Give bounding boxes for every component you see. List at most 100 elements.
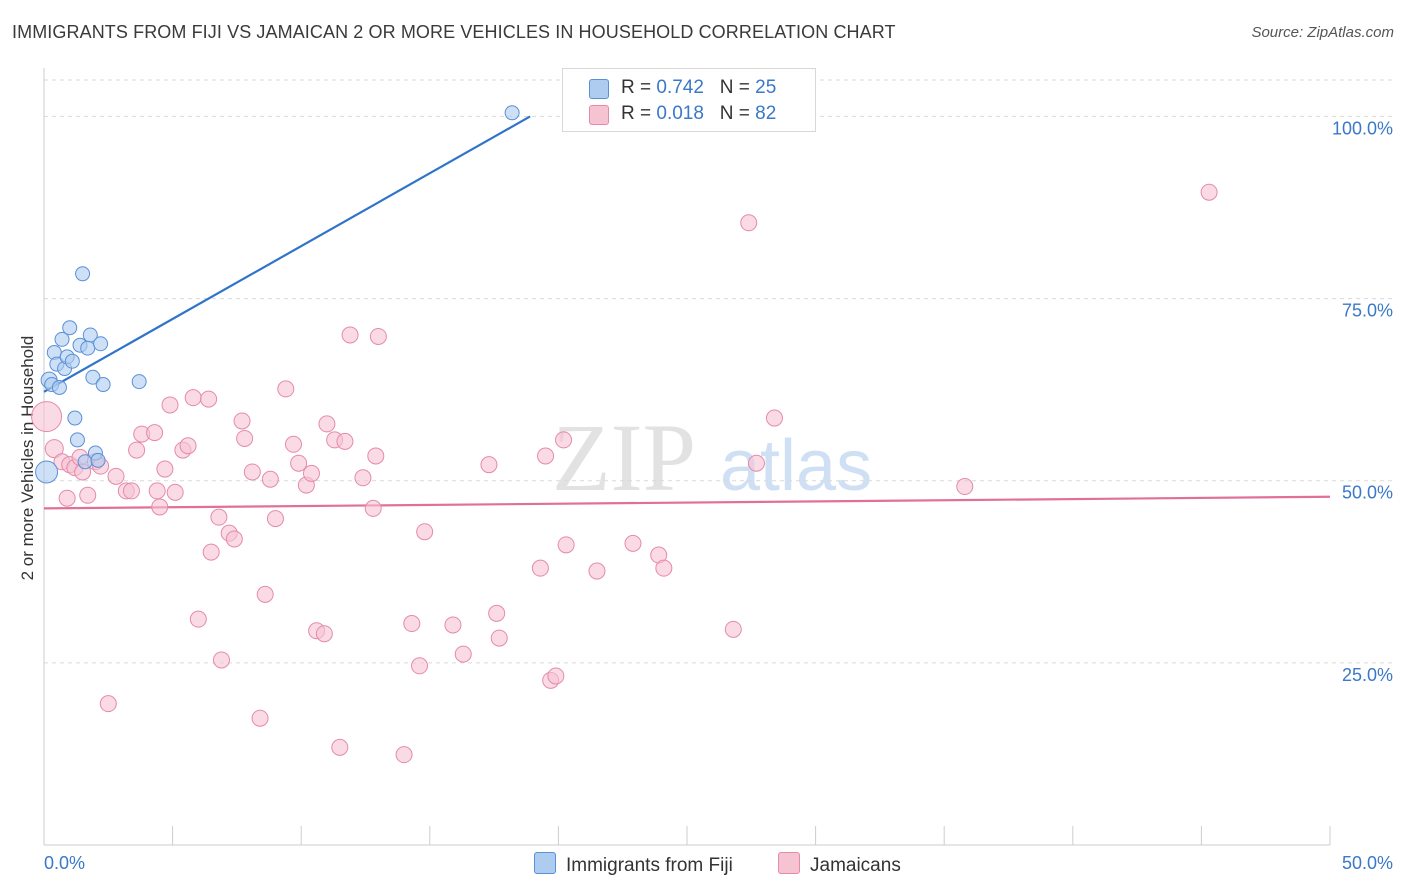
jamaican-point	[537, 447, 555, 465]
jamaican-point	[547, 667, 565, 685]
jamaican-point	[302, 464, 320, 482]
jamaican-point	[256, 585, 274, 603]
jamaican-point	[212, 651, 230, 669]
legend-swatch-fiji	[589, 79, 609, 99]
jamaican-point	[416, 523, 434, 541]
jamaican-point	[31, 401, 63, 433]
fiji-point	[82, 327, 98, 343]
jamaican-point	[395, 746, 413, 764]
tick-labels: 25.0% 50.0% 75.0% 100.0% 0.0% 50.0%	[44, 118, 1393, 873]
jamaican-point	[341, 326, 359, 344]
fiji-point	[69, 432, 85, 448]
jamaican-point	[284, 435, 302, 453]
jamaican-point	[411, 657, 429, 675]
jamaican-point	[444, 616, 462, 634]
fiji-trend-line	[43, 115, 531, 393]
legend-n-value: 25	[755, 77, 777, 98]
jamaican-point	[364, 499, 382, 517]
jamaican-point	[956, 478, 974, 496]
fiji-point	[62, 320, 78, 336]
legend-text-jamaicans: R = 0.018 N = 82	[621, 103, 776, 125]
y-tick-label: 50.0%	[1342, 483, 1393, 503]
jamaican-point	[166, 483, 184, 501]
jamaican-point	[765, 409, 783, 427]
legend-text-fiji: R = 0.742 N = 25	[621, 77, 776, 99]
x-tick-label: 0.0%	[44, 853, 85, 873]
jamaican-point	[225, 530, 243, 548]
jamaican-point	[624, 534, 642, 552]
fiji-point	[95, 377, 111, 393]
jamaican-point	[151, 498, 169, 516]
jamaican-point	[331, 738, 349, 756]
jamaican-point	[161, 396, 179, 414]
legend-r-value: 0.742	[656, 77, 704, 98]
jamaican-point	[555, 431, 573, 449]
fiji-point	[54, 331, 70, 347]
fiji-point	[80, 340, 96, 356]
legend-r-label: R =	[621, 103, 657, 124]
jamaican-point	[79, 486, 97, 504]
jamaican-trend-line	[43, 495, 1331, 510]
y-tick-label: 25.0%	[1342, 665, 1393, 685]
bottom-legend-jamaicans: Jamaicans	[778, 852, 901, 877]
jamaican-point	[490, 629, 508, 647]
jamaican-point	[531, 559, 549, 577]
jamaican-point	[58, 489, 76, 507]
jamaican-point	[202, 543, 220, 561]
fiji-point	[35, 460, 59, 484]
jamaican-point	[122, 482, 140, 500]
jamaican-point	[128, 441, 146, 459]
legend-n-value: 82	[755, 103, 777, 124]
jamaican-point	[277, 380, 295, 398]
jamaican-point	[315, 625, 333, 643]
trend-lines	[43, 115, 1331, 510]
gridlines	[44, 79, 1392, 664]
jamaican-point	[557, 536, 575, 554]
jamaican-point	[354, 469, 372, 487]
legend-r-value: 0.018	[656, 103, 704, 124]
jamaican-point	[233, 412, 251, 430]
jamaican-point	[99, 695, 117, 713]
jamaican-point	[369, 327, 387, 345]
watermark-atlas: atlas	[720, 426, 872, 506]
bottom-legend-label-fiji: Immigrants from Fiji	[566, 855, 733, 876]
jamaican-point	[148, 482, 166, 500]
chart-title: IMMIGRANTS FROM FIJI VS JAMAICAN 2 OR MO…	[12, 22, 896, 42]
jamaican-point	[210, 508, 228, 526]
jamaican-point	[403, 615, 421, 633]
jamaican-point	[261, 470, 279, 488]
fiji-point	[64, 353, 80, 369]
watermark-zip: ZIP	[552, 404, 696, 511]
fiji-point	[131, 374, 147, 390]
jamaican-point	[243, 463, 261, 481]
jamaican-point	[266, 510, 284, 528]
bottom-legend-fiji: Immigrants from Fiji	[534, 852, 733, 877]
jamaican-point	[747, 454, 765, 472]
jamaican-point	[156, 460, 174, 478]
y-tick-label: 75.0%	[1342, 301, 1393, 321]
source-label: Source: ZipAtlas.com	[1251, 24, 1394, 41]
axes	[43, 68, 1331, 846]
legend: R = 0.742 N = 25 R = 0.018 N = 82	[562, 68, 816, 132]
data-points	[31, 105, 1218, 764]
jamaican-point	[146, 424, 164, 442]
legend-r-label: R =	[621, 77, 657, 98]
jamaican-point	[740, 214, 758, 232]
legend-n-label: N =	[719, 77, 756, 98]
jamaican-point	[480, 456, 498, 474]
jamaican-point	[336, 432, 354, 450]
jamaican-point	[236, 429, 254, 447]
jamaican-point	[588, 562, 606, 580]
jamaican-point	[488, 604, 506, 622]
jamaican-point	[454, 645, 472, 663]
jamaican-point	[44, 439, 64, 459]
jamaican-point	[189, 610, 207, 628]
jamaican-point	[318, 415, 336, 433]
jamaican-point	[251, 709, 269, 727]
bottom-legend-label-jamaicans: Jamaicans	[810, 855, 901, 876]
fiji-point	[504, 105, 520, 121]
legend-n-label: N =	[719, 103, 756, 124]
jamaican-point	[179, 437, 197, 455]
fiji-point	[67, 410, 83, 426]
